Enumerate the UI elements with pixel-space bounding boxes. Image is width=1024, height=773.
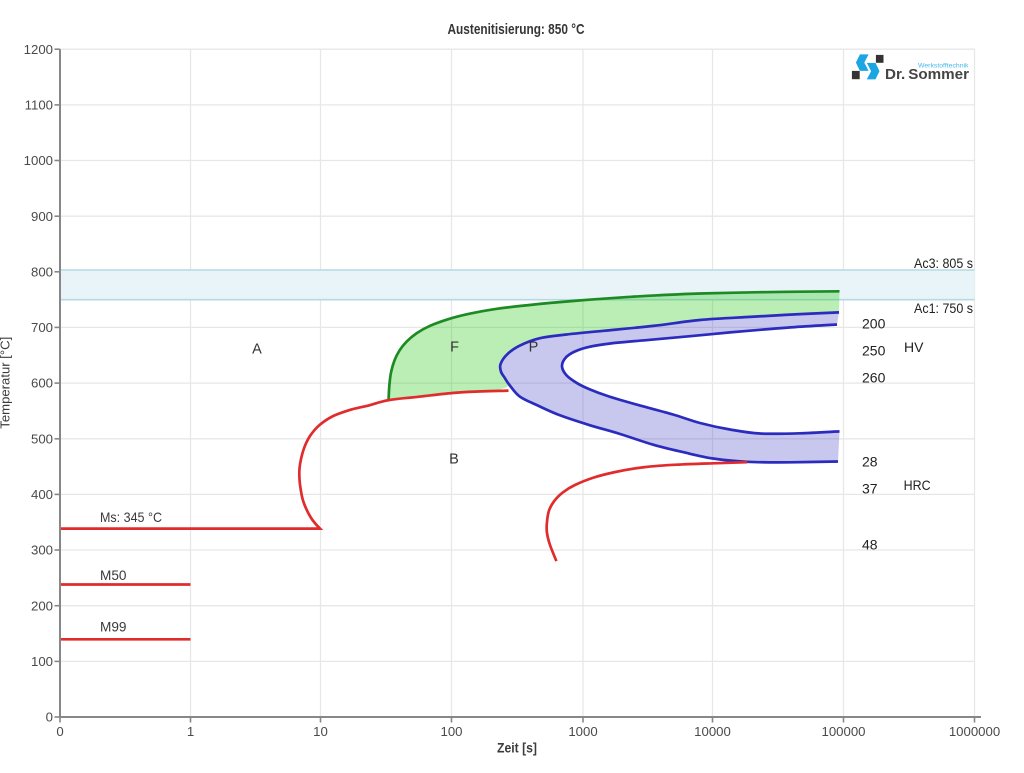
svg-text:100: 100 bbox=[440, 724, 462, 739]
svg-text:M50: M50 bbox=[100, 567, 127, 583]
svg-text:P: P bbox=[529, 340, 539, 356]
svg-text:M99: M99 bbox=[100, 619, 127, 635]
svg-text:10000: 10000 bbox=[694, 724, 731, 739]
svg-text:Ac3: 805 s: Ac3: 805 s bbox=[914, 255, 973, 271]
svg-text:1000: 1000 bbox=[568, 724, 597, 739]
svg-text:300: 300 bbox=[31, 543, 53, 558]
svg-text:200: 200 bbox=[862, 316, 886, 332]
svg-text:260: 260 bbox=[862, 370, 886, 386]
svg-text:F: F bbox=[450, 340, 459, 356]
svg-text:28: 28 bbox=[862, 453, 878, 469]
svg-text:Zeit [s]: Zeit [s] bbox=[497, 741, 537, 756]
svg-text:500: 500 bbox=[31, 431, 53, 446]
svg-text:1100: 1100 bbox=[25, 98, 53, 113]
svg-text:200: 200 bbox=[31, 598, 53, 613]
svg-text:B: B bbox=[449, 452, 459, 468]
svg-text:48: 48 bbox=[862, 537, 878, 553]
svg-text:Austenitisierung: 850 °C: Austenitisierung: 850 °C bbox=[448, 22, 585, 38]
svg-text:0: 0 bbox=[56, 724, 63, 739]
svg-text:HV: HV bbox=[904, 339, 924, 355]
svg-text:A: A bbox=[252, 342, 262, 358]
svg-text:100: 100 bbox=[31, 654, 53, 669]
svg-text:400: 400 bbox=[31, 487, 53, 502]
svg-text:1: 1 bbox=[187, 724, 194, 739]
svg-text:1000000: 1000000 bbox=[949, 724, 1000, 739]
svg-text:600: 600 bbox=[31, 376, 53, 391]
svg-text:700: 700 bbox=[31, 320, 53, 335]
svg-text:800: 800 bbox=[31, 264, 53, 279]
svg-text:Ms: 345 °C: Ms: 345 °C bbox=[100, 509, 162, 525]
svg-text:250: 250 bbox=[862, 343, 886, 359]
svg-text:1200: 1200 bbox=[24, 42, 53, 57]
svg-text:0: 0 bbox=[46, 710, 53, 725]
svg-text:10: 10 bbox=[313, 724, 328, 739]
svg-text:Dr. Sommer: Dr. Sommer bbox=[885, 66, 969, 83]
svg-text:Temperatur [°C]: Temperatur [°C] bbox=[0, 337, 13, 429]
svg-text:Ac1: 750 s: Ac1: 750 s bbox=[914, 300, 973, 316]
svg-text:37: 37 bbox=[862, 481, 878, 497]
svg-text:Werkstofftechnik: Werkstofftechnik bbox=[918, 62, 969, 69]
svg-text:900: 900 bbox=[31, 209, 53, 224]
svg-text:100000: 100000 bbox=[821, 724, 865, 739]
svg-text:1000: 1000 bbox=[24, 153, 53, 168]
svg-text:HRC: HRC bbox=[904, 477, 931, 493]
